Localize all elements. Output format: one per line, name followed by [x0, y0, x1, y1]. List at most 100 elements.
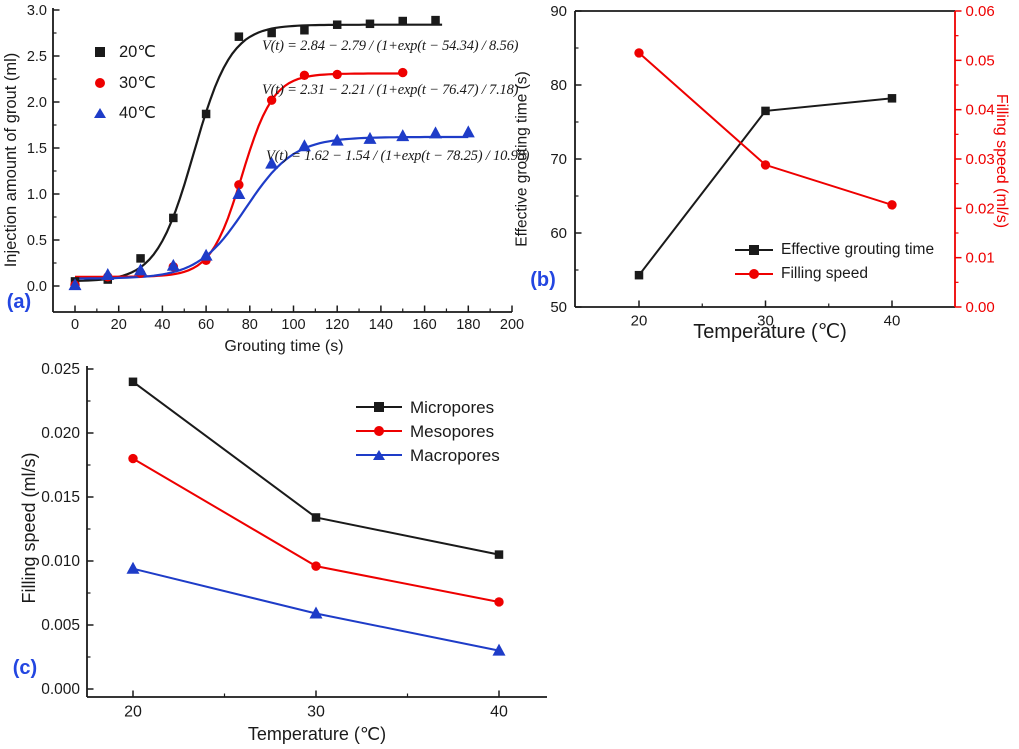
svg-text:180: 180 — [456, 317, 480, 333]
fit-curve-20℃ — [74, 23, 443, 283]
svg-text:20: 20 — [631, 313, 648, 330]
svg-text:40: 40 — [490, 704, 508, 721]
triangle-marker-icon — [373, 450, 385, 460]
legend-label: Macropores — [410, 445, 500, 465]
panel-a-axes: 0 20 40 60 80 100 120 140 160 180 200 0.0 0.5 1.0 1.5 2… — [27, 3, 524, 333]
panel-c-series — [126, 377, 506, 656]
series-line-Filling speed — [638, 52, 893, 206]
legend-item-40℃: 40℃ — [93, 98, 156, 129]
svg-text:90: 90 — [550, 3, 567, 20]
panel-b-right-y-axis-title: Filling speed (ml/s) — [993, 93, 1010, 229]
svg-text:0.000: 0.000 — [41, 681, 80, 698]
svg-text:3.0: 3.0 — [27, 3, 47, 19]
svg-text:70: 70 — [550, 151, 567, 168]
svg-text:1.0: 1.0 — [27, 187, 47, 203]
svg-text:160: 160 — [412, 317, 436, 333]
svg-text:40: 40 — [884, 313, 901, 330]
svg-text:0.02: 0.02 — [966, 200, 995, 217]
legend-label: 40℃ — [119, 104, 156, 122]
square-marker-icon — [749, 245, 759, 255]
panel-a-fit-equation-40c: V(t) = 1.62 − 1.54 / (1+exp(t − 78.25) /… — [266, 148, 530, 164]
svg-text:0: 0 — [71, 317, 79, 333]
svg-text:0.025: 0.025 — [41, 361, 80, 378]
legend-label: Effective grouting time — [781, 241, 935, 259]
legend-line — [735, 245, 773, 255]
svg-text:50: 50 — [550, 299, 567, 316]
triangle-marker-icon — [94, 108, 106, 119]
svg-text:0.05: 0.05 — [966, 52, 995, 69]
panel-c-legend: Micropores Mesopores Macropores — [356, 395, 500, 467]
svg-text:0.5: 0.5 — [27, 233, 47, 249]
square-marker-icon — [95, 47, 105, 58]
circle-marker-icon — [749, 269, 759, 279]
panel-b-series — [634, 48, 897, 280]
panel-c-y-axis-title: Filling speed (ml/s) — [19, 452, 39, 604]
panel-c-label: (c) — [12, 657, 38, 679]
legend-label: 20℃ — [119, 43, 156, 61]
svg-text:40: 40 — [154, 317, 170, 333]
legend-item-30℃: 30℃ — [93, 68, 156, 99]
circle-marker-icon — [374, 426, 384, 436]
legend-line — [356, 450, 402, 460]
square-marker-icon — [374, 402, 384, 412]
panel-a-data-points — [68, 15, 475, 291]
legend-marker-column — [93, 108, 107, 119]
panel-a-fit-equation-20c: V(t) = 2.84 − 2.79 / (1+exp(t − 54.34) /… — [262, 38, 519, 54]
svg-text:30: 30 — [307, 704, 325, 721]
svg-text:2.5: 2.5 — [27, 49, 47, 65]
panel-a-x-axis-title: Grouting time (s) — [224, 338, 344, 355]
legend-line — [735, 269, 773, 279]
svg-text:0.00: 0.00 — [966, 299, 995, 316]
legend-line — [356, 402, 402, 412]
svg-text:2.0: 2.0 — [27, 95, 47, 111]
legend-line — [356, 426, 402, 436]
svg-text:0.01: 0.01 — [966, 250, 995, 267]
svg-text:20: 20 — [124, 704, 142, 721]
svg-text:30: 30 — [757, 313, 774, 330]
svg-text:0.015: 0.015 — [41, 489, 80, 506]
panel-a-legend: 20℃ 30℃ 40℃ — [93, 37, 156, 129]
legend-marker-column — [93, 47, 107, 58]
svg-text:60: 60 — [550, 225, 567, 242]
svg-text:200: 200 — [500, 317, 524, 333]
svg-text:60: 60 — [198, 317, 214, 333]
legend-item-20℃: 20℃ — [93, 37, 156, 68]
legend-item-Micropores: Micropores — [356, 395, 500, 419]
panel-b-x-axis-title: Temperature (℃) — [693, 321, 847, 343]
legend-label: Filling speed — [781, 265, 869, 283]
svg-text:20: 20 — [111, 317, 127, 333]
svg-text:0.03: 0.03 — [966, 151, 995, 168]
svg-text:140: 140 — [369, 317, 393, 333]
legend-item-Effective grouting time: Effective grouting time — [735, 238, 934, 262]
legend-item-Mesopores: Mesopores — [356, 419, 500, 443]
legend-item-Macropores: Macropores — [356, 443, 500, 467]
svg-text:0.06: 0.06 — [966, 3, 995, 20]
svg-text:1.5: 1.5 — [27, 141, 47, 157]
panel-a-label: (a) — [6, 291, 32, 313]
series-line-Mesopores — [132, 457, 500, 603]
svg-text:100: 100 — [281, 317, 305, 333]
svg-text:0.005: 0.005 — [41, 617, 80, 634]
svg-text:80: 80 — [550, 77, 567, 94]
legend-label: 30℃ — [119, 73, 156, 92]
panel-c-x-axis-title: Temperature (℃) — [247, 724, 387, 744]
series-points-40℃ — [68, 125, 475, 291]
legend-marker-column — [93, 77, 107, 88]
panel-b-label: (b) — [530, 269, 556, 291]
legend-item-Filling speed: Filling speed — [735, 262, 934, 286]
svg-text:80: 80 — [242, 317, 258, 333]
svg-text:120: 120 — [325, 317, 349, 333]
panel-a-y-axis-title: Injection amount of grout (ml) — [1, 52, 20, 268]
panel-c-axes: 0.000 0.005 0.010 0.015 0.020 0.025 20 30 40 — [41, 361, 547, 721]
svg-text:0.04: 0.04 — [966, 102, 995, 119]
svg-text:0.0: 0.0 — [27, 279, 47, 295]
panel-b-left-y-axis-title: Effective grouting time (s) — [513, 71, 531, 247]
circle-marker-icon — [95, 77, 105, 88]
panel-b-axes: 50 60 70 80 90 20 30 40 0.00 0.01 0.02 0.03 0.04 0.05… — [550, 3, 994, 330]
legend-label: Micropores — [410, 397, 495, 417]
svg-text:0.020: 0.020 — [41, 425, 80, 442]
panel-b-legend: Effective grouting time Filling speed — [735, 238, 934, 286]
legend-label: Mesopores — [410, 421, 495, 441]
